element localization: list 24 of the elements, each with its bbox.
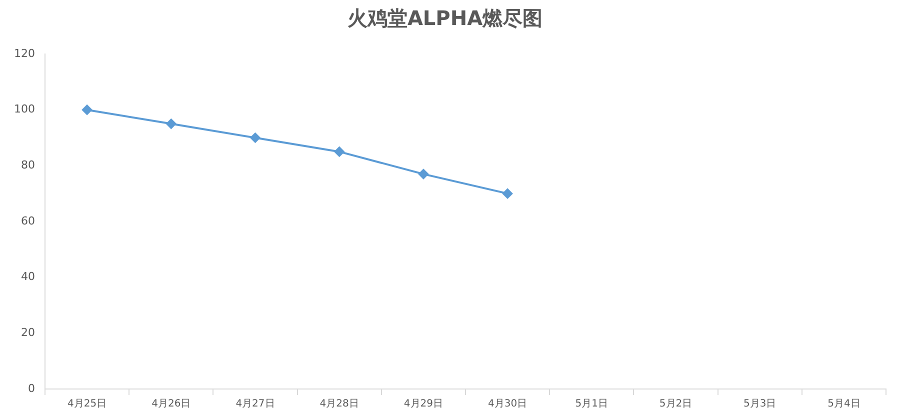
- point: [334, 146, 344, 157]
- x-tick-label: 5月1日: [575, 398, 608, 410]
- point: [250, 132, 260, 143]
- point: [82, 104, 92, 115]
- y-tick-label: 0: [28, 382, 35, 395]
- y-tick-label: 120: [14, 46, 35, 60]
- x-tick-label: 5月4日: [828, 398, 860, 410]
- x-tick-label: 4月27日: [236, 398, 275, 410]
- chart-title: 火鸡堂ALPHA燃尽图: [347, 6, 543, 30]
- y-tick-label: 20: [20, 326, 35, 340]
- y-tick-label: 60: [20, 214, 35, 228]
- x-tick-label: 5月2日: [659, 398, 692, 410]
- x-tick-label: 4月25日: [68, 398, 107, 410]
- x-tick-label: 4月28日: [320, 398, 359, 410]
- y-tick-label: 40: [20, 270, 35, 284]
- x-tick-label: 4月26日: [152, 398, 191, 410]
- y-tick-label: 80: [20, 158, 35, 172]
- point: [418, 169, 428, 180]
- x-tick-label: 5月3日: [743, 398, 776, 410]
- point: [502, 188, 513, 199]
- x-tick-label: 4月29日: [404, 398, 443, 410]
- y-tick-label: 100: [14, 102, 35, 116]
- x-tick-label: 4月30日: [488, 398, 528, 410]
- point: [166, 118, 176, 129]
